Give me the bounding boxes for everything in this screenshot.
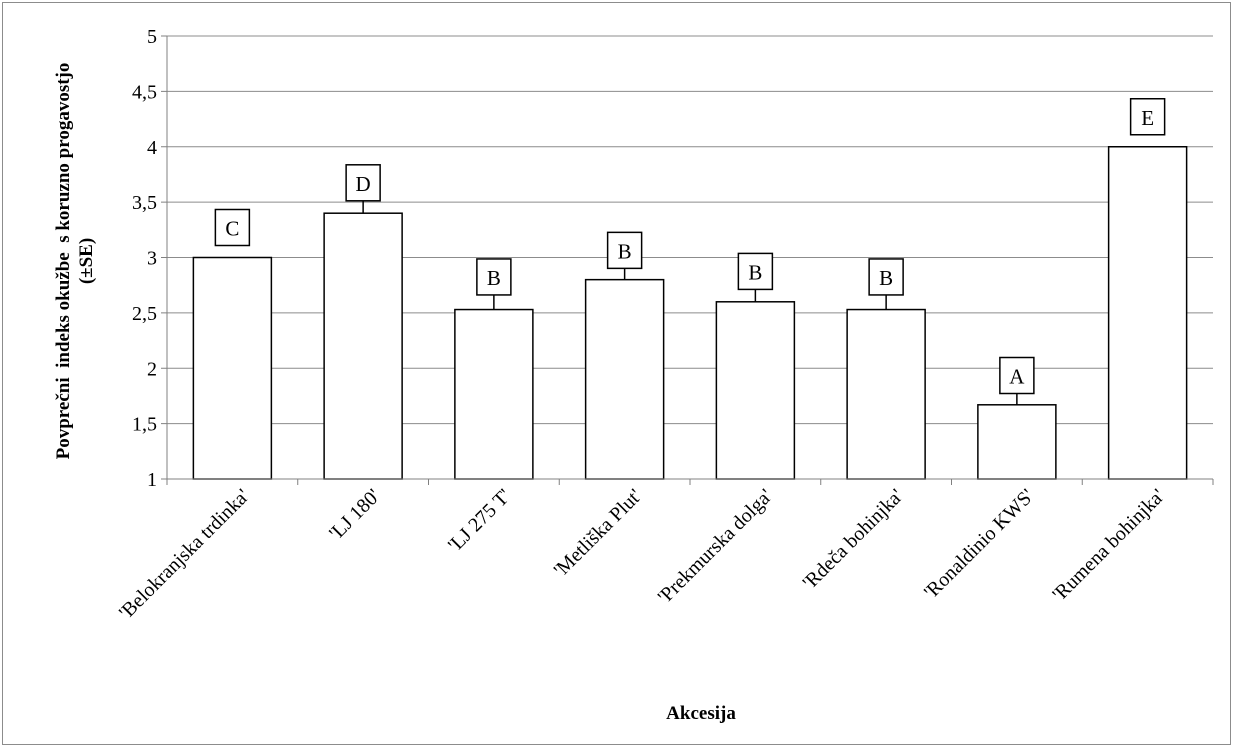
letter-box-frame: [214, 208, 251, 247]
significance-letter: B: [618, 239, 632, 263]
letter-box-frame: [345, 164, 381, 202]
significance-letter: B: [748, 260, 762, 284]
significance-letter: B: [879, 266, 893, 290]
significance-letter: B: [487, 266, 501, 290]
y-tick-label: 3: [147, 248, 157, 270]
significance-letter-box: B: [737, 252, 774, 291]
significance-letter: E: [1141, 106, 1154, 130]
x-tick-label: 'Prekmurska dolga': [654, 485, 777, 608]
axes: [161, 35, 1214, 485]
x-tick-label: 'Ronaldinio KWS': [920, 485, 1038, 603]
y-tick-label: 3,5: [132, 192, 157, 214]
significance-letter-box: B: [476, 258, 512, 296]
x-tick-label: 'Rumena bohinjka': [1048, 485, 1169, 606]
letter-box-frame: [737, 252, 774, 291]
significance-letter: D: [356, 172, 371, 196]
letter-box-frame: [999, 356, 1035, 395]
bar: [715, 301, 796, 480]
y-axis-title-line1: Povprečni indeks okužbe s koruzno progav…: [53, 63, 74, 460]
bar: [846, 308, 926, 480]
letter-box-frame: [1129, 98, 1166, 136]
x-tick-label: 'LJ 275 T': [444, 485, 515, 556]
letter-box-frame: [476, 258, 512, 296]
significance-letters: C D B B B B A E: [214, 98, 1166, 395]
x-tick-label: 'LJ 180': [325, 485, 385, 545]
y-tick-label: 5: [147, 26, 157, 48]
y-tick-label: 4: [147, 137, 157, 159]
significance-letter-box: A: [999, 356, 1035, 395]
x-tick-label: 'Belokranjska trdinka': [115, 485, 254, 624]
letter-box-frame: [868, 258, 904, 296]
significance-letter-box: B: [606, 231, 643, 270]
significance-letter-box: B: [868, 258, 904, 296]
significance-letter-box: E: [1129, 98, 1166, 136]
letter-box-frame: [606, 231, 643, 270]
bar: [1107, 146, 1188, 480]
y-tick-label: 2,5: [132, 303, 157, 325]
y-tick-label: 1,5: [132, 414, 157, 436]
y-tick-label: 2: [147, 358, 157, 380]
y-tick-label: 4,5: [132, 81, 157, 103]
bar-chart: 1 1,5 2 2,5 3 3,5 4 4,5 5 'Belokranjska trdinka' '…: [53, 26, 1214, 724]
bar: [323, 212, 403, 480]
y-axis-title-line2: (±SE): [76, 238, 97, 284]
bar: [454, 308, 534, 480]
x-tick-label: 'Metliška Plut': [550, 485, 646, 581]
x-tick-label: 'Rdeča bohinjka': [799, 485, 908, 594]
bar: [192, 256, 273, 480]
bar: [977, 404, 1057, 480]
y-tick-label: 1: [147, 469, 157, 491]
significance-letter-box: C: [214, 208, 251, 247]
bar: [584, 278, 665, 480]
significance-letter: A: [1009, 365, 1025, 389]
x-axis-title: Akcesija: [666, 703, 736, 724]
significance-letter-box: D: [345, 164, 381, 202]
significance-letter: C: [225, 217, 239, 241]
